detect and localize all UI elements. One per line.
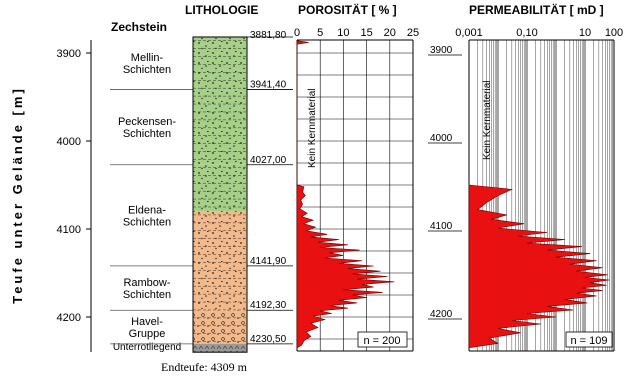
y-tick-label: 4100 [57,224,81,236]
permeability-panel: 0,001 0,10 10 100 3900 4000 4100 4200 Kein Kernm… [428,27,623,352]
porosity-profile [296,40,395,349]
porosity-tick-label: 25 [407,27,419,39]
boundary-depth-label: 4141,90 [250,256,287,267]
porositaet-title: POROSITÄT [ % ] [298,2,397,17]
formation-name: Rambow- [123,277,170,289]
porosity-panel: 0 5 10 15 20 25 Kein Kernmaterial n = 200 [294,27,419,352]
boundary-depth-label: 4192,30 [250,300,287,311]
porosity-n-label: n = 200 [363,335,400,347]
lithology-pattern [193,89,247,165]
porosity-tick-label: 20 [384,27,396,39]
permeability-tick-label: 10 [579,27,591,39]
y-tick-label: 3900 [57,48,81,60]
porosity-tick-label: 5 [317,27,323,39]
formation-name: Havel- [131,316,163,328]
formation-name: Schichten [123,128,171,140]
y-axis-label: Teufe unter Gelände [m] [10,86,25,304]
y-tick-label: 4200 [57,312,81,324]
boundary-depth-label: 4230,50 [250,334,287,345]
formation-name: Gruppe [129,328,166,340]
lithologie-title: LITHOLOGIE [185,3,258,17]
formation-name: Unterrotliegend [113,342,181,353]
porosity-tick-label: 0 [294,27,300,39]
porosity-tick-label: 15 [360,27,372,39]
lithology-pattern [193,164,247,212]
permeability-tick-label: 0,10 [516,27,537,39]
porosity-n-box [357,331,408,348]
permeability-depth-label: 4100 [430,221,453,232]
permeability-n-box [565,331,613,348]
boundary-depth-label: 3941,40 [250,79,287,90]
y-tick-label: 4000 [57,136,81,148]
footer-endteufe: Endteufe: 4309 m [161,360,248,374]
porosity-tick-label: 10 [337,27,349,39]
boundary-depth-label: 4027,00 [250,155,287,166]
permeability-profile [468,184,610,349]
permeability-tick-label: 100 [605,27,623,39]
top-label-zechstein: Zechstein [111,20,167,34]
lithology-pattern [193,265,247,311]
permeability-annotation: Kein Kernmaterial [482,81,493,160]
lithology-pattern [193,310,247,344]
formation-name: Schichten [123,289,171,301]
permeability-depth-label: 4000 [430,133,453,144]
formation-name: Eldena- [128,204,166,216]
lithology-column: 3881,80 3941,40 4027,00 4141,90 4192,30 4230,… [192,30,293,353]
formation-name: Schichten [123,64,171,76]
permeability-n-label: n = 109 [570,335,607,347]
formation-name: Peckensen- [118,116,176,128]
permeability-depth-label: 4200 [430,309,453,320]
lithology-pattern [193,36,247,90]
boundary-depth-label: 3881,80 [250,30,287,41]
formation-name: Mellin- [131,52,164,64]
y-axis: 3900 4000 4100 4200 [57,40,92,352]
permeabilitaet-title: PERMEABILITÄT [ mD ] [469,2,604,17]
porosity-annotation: Kein Kernmaterial [307,89,318,168]
lithology-column-frame [192,36,248,353]
permeability-tick-label: 0,001 [455,27,483,39]
stratigraphy-column: Mellin-SchichtenPeckensen-SchichtenElden… [110,52,193,353]
lithology-pattern [193,343,247,353]
permeability-depth-label: 3900 [430,45,453,56]
formation-name: Schichten [123,216,171,228]
